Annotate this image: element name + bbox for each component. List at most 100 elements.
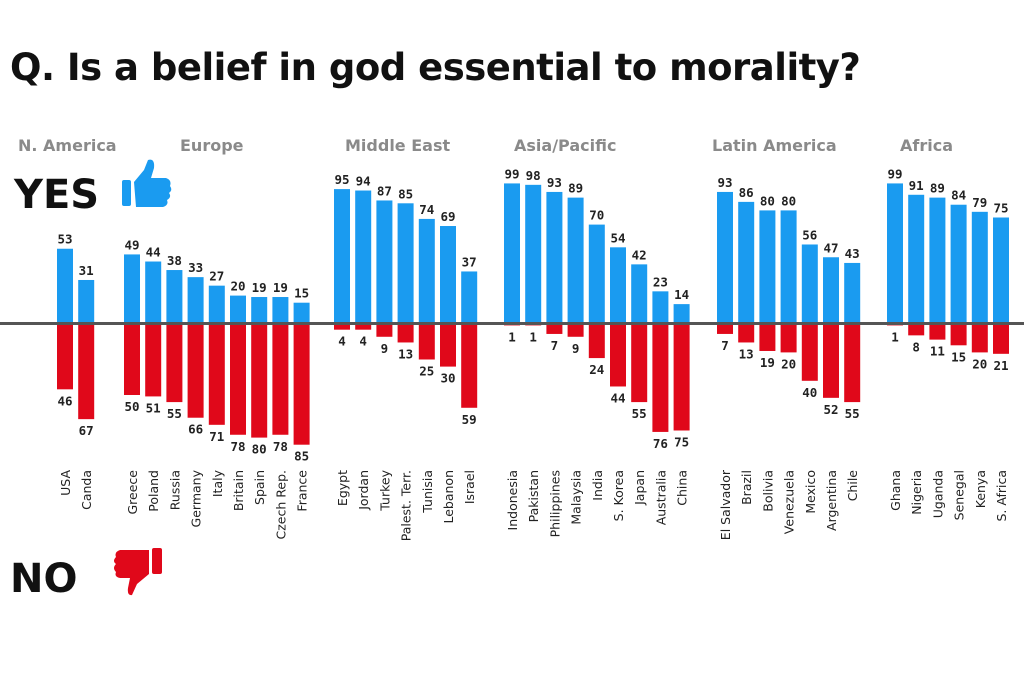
no-bar <box>145 324 162 397</box>
country-label: Ghana <box>888 470 903 511</box>
yes-value-label: 75 <box>993 201 1008 216</box>
country-label: China <box>675 470 690 506</box>
yes-bar <box>187 277 204 324</box>
no-value-label: 59 <box>462 412 477 427</box>
region-label: Middle East <box>345 136 450 155</box>
yes-value-label: 47 <box>823 240 838 255</box>
country-label: Palest. Terr. <box>399 470 414 541</box>
yes-bar <box>993 217 1009 324</box>
no-bar <box>230 324 246 435</box>
country-label: Lebanon <box>441 470 456 524</box>
yes-bar <box>145 261 162 324</box>
yes-value-label: 42 <box>632 247 647 262</box>
country-label: Australia <box>653 470 668 525</box>
no-value-label: 55 <box>845 406 860 421</box>
no-bar <box>251 324 268 438</box>
country-label: Nigeria <box>909 470 924 515</box>
yes-bar <box>293 302 310 324</box>
no-bar <box>334 324 350 330</box>
yes-value-label: 87 <box>377 183 392 198</box>
country-label: Japan <box>632 470 647 506</box>
country-label: Bolivia <box>760 470 775 512</box>
yes-value-label: 53 <box>57 232 72 247</box>
no-bar <box>272 324 289 435</box>
no-bar <box>418 324 435 360</box>
yes-value-label: 84 <box>951 188 966 203</box>
yes-value-label: 85 <box>398 186 413 201</box>
no-value-label: 75 <box>674 435 689 450</box>
country-label: Britain <box>231 470 246 511</box>
country-label: Tunisia <box>420 470 435 514</box>
yes-value-label: 86 <box>739 185 754 200</box>
region-label: Asia/Pacific <box>514 136 616 155</box>
yes-legend-label: YES <box>13 172 99 218</box>
yes-value-label: 98 <box>526 168 541 183</box>
yes-bar <box>78 279 95 324</box>
yes-value-label: 99 <box>504 166 519 181</box>
no-value-label: 76 <box>653 436 668 451</box>
yes-bar <box>759 210 776 324</box>
no-value-label: 55 <box>167 406 182 421</box>
yes-value-label: 23 <box>653 274 668 289</box>
no-value-label: 24 <box>589 362 604 377</box>
yes-value-label: 99 <box>887 166 902 181</box>
no-bar <box>588 324 605 359</box>
region-label: N. America <box>18 136 117 155</box>
no-bar <box>801 324 818 381</box>
yes-value-label: 89 <box>568 181 583 196</box>
no-value-label: 20 <box>972 356 987 371</box>
no-value-label: 21 <box>993 358 1008 373</box>
country-label: Israel <box>462 470 477 504</box>
no-bar <box>166 324 183 403</box>
yes-bar <box>908 194 925 324</box>
country-label: S. Korea <box>611 470 626 521</box>
no-bar <box>78 324 95 420</box>
no-value-label: 40 <box>802 385 817 400</box>
no-bar <box>397 324 414 343</box>
yes-bar <box>823 257 839 324</box>
no-legend-label: NO <box>10 556 77 602</box>
country-label: Kenya <box>973 470 988 508</box>
no-bar <box>717 324 733 334</box>
yes-bar <box>567 197 584 324</box>
yes-value-label: 93 <box>717 175 732 190</box>
no-value-label: 8 <box>912 339 920 354</box>
no-bar <box>124 324 140 395</box>
no-value-label: 78 <box>273 439 288 454</box>
no-value-label: 30 <box>440 371 455 386</box>
no-bar <box>971 324 988 353</box>
yes-bar <box>251 297 268 324</box>
yes-bar <box>208 285 225 324</box>
country-label: Senegal <box>952 470 967 520</box>
no-bar <box>631 324 648 403</box>
yes-value-label: 79 <box>972 195 987 210</box>
yes-bar <box>230 295 246 324</box>
no-value-label: 13 <box>398 346 413 361</box>
yes-value-label: 33 <box>188 260 203 275</box>
yes-value-label: 20 <box>230 279 245 294</box>
country-label: Canda <box>79 470 94 510</box>
no-value-label: 7 <box>721 338 729 353</box>
no-value-label: 52 <box>823 402 838 417</box>
yes-bar <box>418 218 435 324</box>
yes-bar <box>738 201 755 324</box>
country-label: Chile <box>845 470 860 502</box>
no-value-label: 80 <box>252 442 267 457</box>
no-bar <box>610 324 626 387</box>
yes-value-label: 93 <box>547 175 562 190</box>
no-bar <box>376 324 393 337</box>
no-bar <box>208 324 225 425</box>
no-value-label: 85 <box>294 449 309 464</box>
region-label: Africa <box>900 136 953 155</box>
yes-bar <box>124 254 140 324</box>
yes-value-label: 54 <box>610 230 625 245</box>
yes-bar <box>950 204 967 324</box>
country-label: Poland <box>146 470 161 512</box>
no-value-label: 4 <box>338 334 346 349</box>
yes-bar <box>631 264 648 324</box>
country-label: Malaysia <box>569 470 584 525</box>
region-label: Latin America <box>712 136 837 155</box>
yes-bar <box>929 197 946 324</box>
no-value-label: 15 <box>951 349 966 364</box>
